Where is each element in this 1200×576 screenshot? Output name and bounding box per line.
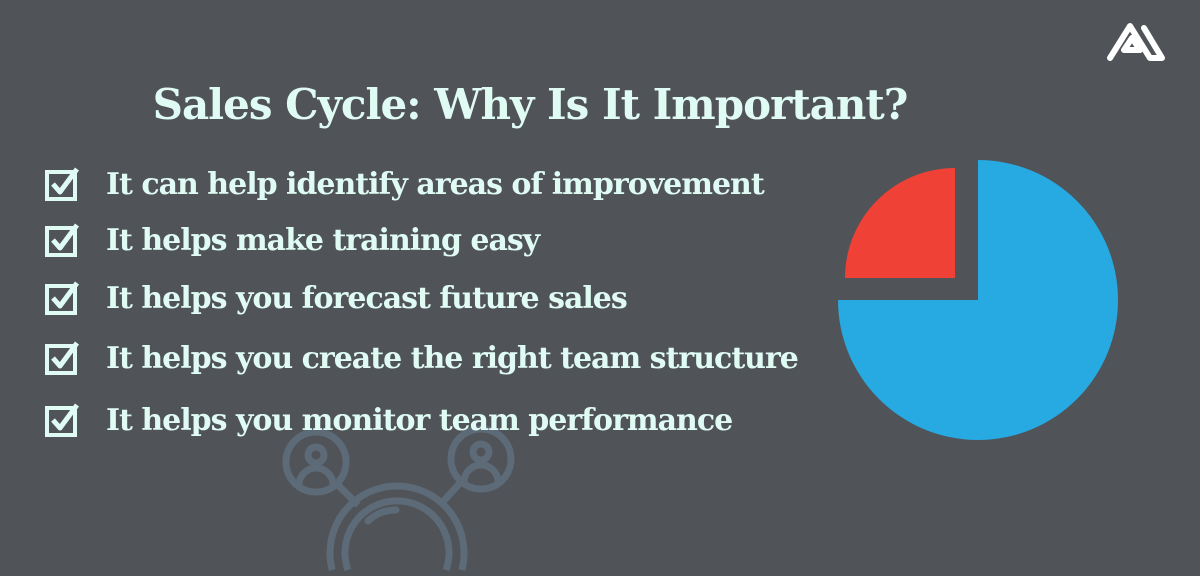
list-item: It helps you forecast future sales (44, 280, 628, 316)
brand-logo (1107, 23, 1165, 61)
list-item-label: It helps you monitor team performance (106, 402, 733, 438)
checkbox-checked-icon (45, 223, 80, 257)
pie-slice-blue (838, 160, 1118, 440)
checkbox-checked-icon (45, 403, 80, 437)
list-item-label: It helps you create the right team struc… (106, 340, 799, 376)
list-item-label: It helps make training easy (106, 222, 540, 258)
pie-chart (838, 160, 1118, 440)
list-item: It helps make training easy (44, 222, 540, 258)
page-title: Sales Cycle: Why Is It Important? (152, 80, 909, 129)
team-network-icon (282, 425, 515, 572)
pie-slice-red (845, 168, 955, 278)
list-item: It can help identify areas of improvemen… (44, 166, 765, 202)
checkbox-checked-icon (45, 281, 80, 315)
list-item: It helps you monitor team performance (44, 402, 733, 438)
list-item-label: It helps you forecast future sales (106, 280, 628, 316)
checkbox-checked-icon (45, 341, 80, 375)
list-item-label: It can help identify areas of improvemen… (106, 166, 765, 202)
checkbox-checked-icon (45, 167, 80, 201)
list-item: It helps you create the right team struc… (44, 340, 799, 376)
